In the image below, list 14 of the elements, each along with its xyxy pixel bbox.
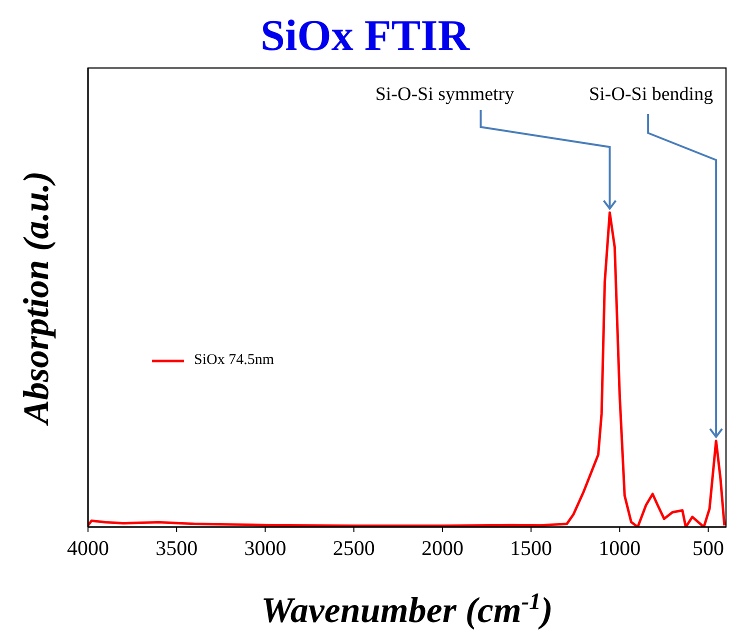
annotation: Si-O-Si symmetry [375, 84, 515, 105]
y-axis-title: Absorption (a.u.) [16, 170, 56, 426]
x-tick-label: 3000 [244, 536, 286, 560]
chart-title: SiOx FTIR [260, 11, 471, 60]
x-tick-label: 1500 [510, 536, 552, 560]
x-tick-label: 4000 [67, 536, 109, 560]
x-tick-label: 500 [692, 536, 724, 560]
x-tick-label: 2500 [332, 536, 375, 560]
x-axis-title: Wavenumber (cm$^{-1}$) [261, 589, 553, 630]
x-tick-label: 1000 [598, 536, 641, 560]
legend-label: SiOx 74.5nm [194, 352, 274, 369]
x-tick-label: 2000 [421, 536, 464, 560]
x-tick-label: 3500 [156, 536, 198, 560]
annotation: Si-O-Si bending [589, 84, 714, 105]
